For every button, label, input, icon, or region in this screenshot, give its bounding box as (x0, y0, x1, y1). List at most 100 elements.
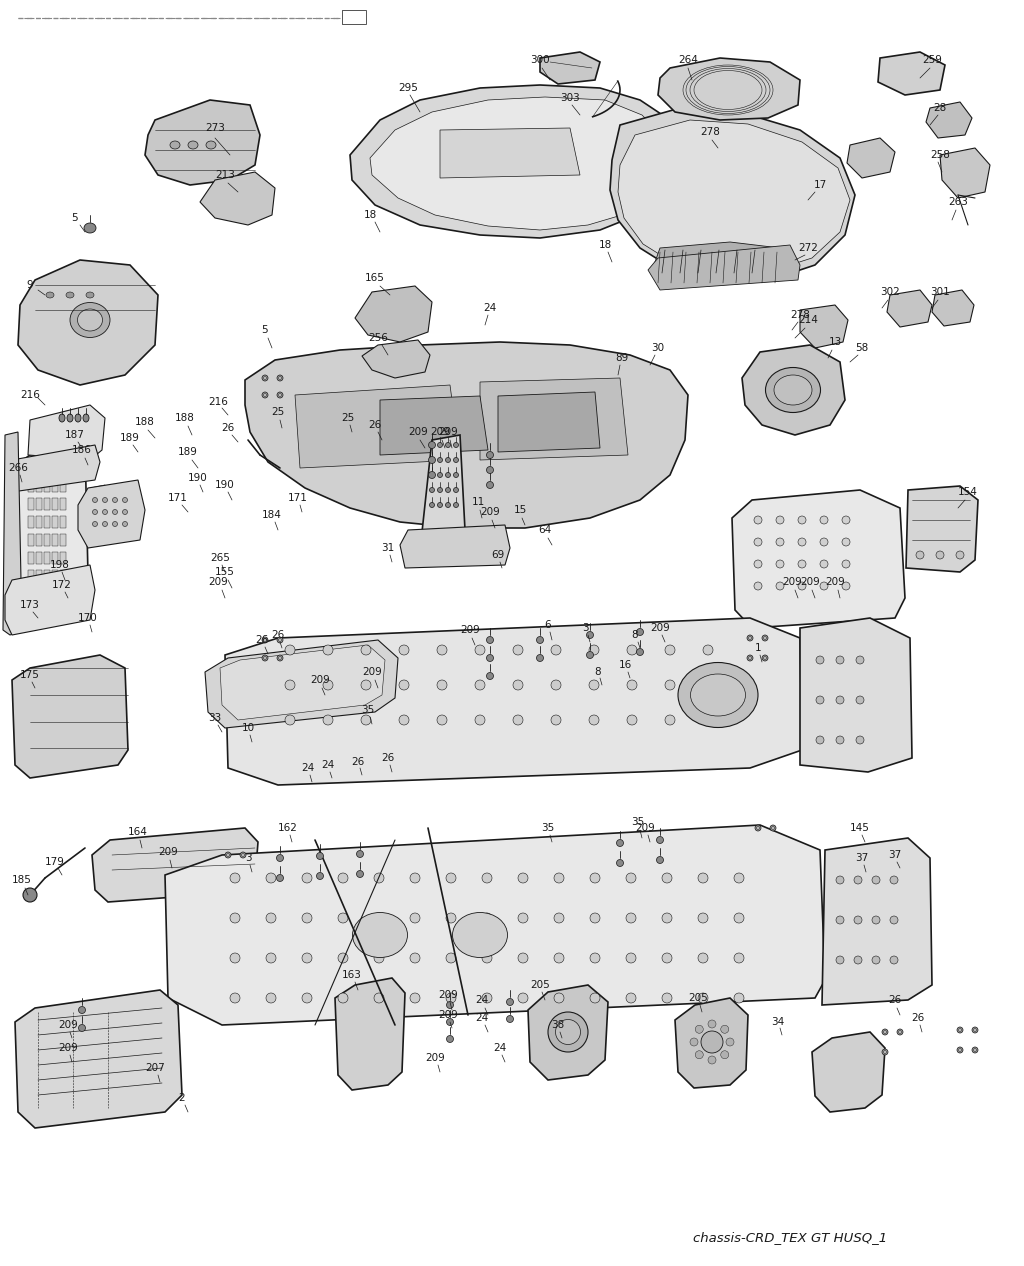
Text: 69: 69 (492, 549, 505, 560)
Ellipse shape (482, 953, 492, 963)
Ellipse shape (627, 715, 637, 725)
Ellipse shape (278, 375, 283, 381)
Ellipse shape (70, 303, 110, 338)
Ellipse shape (206, 141, 216, 149)
Text: 24: 24 (322, 760, 335, 770)
Polygon shape (932, 290, 974, 327)
Text: 155: 155 (215, 567, 234, 577)
Ellipse shape (507, 1015, 513, 1023)
Ellipse shape (338, 913, 348, 923)
Ellipse shape (695, 1025, 703, 1033)
Ellipse shape (507, 999, 513, 1005)
Ellipse shape (399, 680, 409, 690)
Ellipse shape (410, 953, 420, 963)
Ellipse shape (662, 913, 672, 923)
Ellipse shape (551, 715, 561, 725)
Ellipse shape (554, 953, 564, 963)
Ellipse shape (703, 715, 713, 725)
Text: 9: 9 (27, 280, 34, 290)
Text: 209: 209 (460, 625, 480, 636)
Ellipse shape (589, 715, 599, 725)
Polygon shape (12, 655, 128, 779)
Text: 188: 188 (175, 413, 195, 423)
Polygon shape (370, 97, 672, 230)
Ellipse shape (734, 993, 744, 1003)
Ellipse shape (454, 503, 459, 508)
Text: 16: 16 (618, 660, 632, 670)
Text: 24: 24 (301, 763, 314, 774)
Ellipse shape (445, 457, 451, 462)
Ellipse shape (279, 376, 282, 380)
Ellipse shape (78, 309, 102, 330)
Ellipse shape (266, 913, 276, 923)
Ellipse shape (626, 913, 636, 923)
Ellipse shape (882, 1029, 888, 1036)
Text: 190: 190 (188, 473, 208, 484)
Text: 145: 145 (850, 823, 870, 833)
Text: 209: 209 (409, 427, 428, 437)
Ellipse shape (627, 644, 637, 655)
Ellipse shape (734, 874, 744, 882)
Text: 26: 26 (381, 753, 394, 763)
Ellipse shape (454, 457, 459, 462)
Text: 8: 8 (632, 630, 638, 641)
Ellipse shape (854, 917, 862, 924)
Polygon shape (44, 570, 50, 582)
Text: 198: 198 (50, 560, 70, 570)
Polygon shape (675, 998, 748, 1087)
Ellipse shape (836, 876, 844, 884)
Polygon shape (742, 346, 845, 436)
Ellipse shape (262, 637, 268, 643)
Text: 33: 33 (208, 713, 221, 723)
Ellipse shape (721, 1051, 729, 1058)
Ellipse shape (701, 1031, 723, 1053)
Ellipse shape (754, 538, 762, 546)
Text: 3: 3 (245, 853, 251, 863)
Text: 273: 273 (205, 123, 225, 133)
Ellipse shape (374, 913, 384, 923)
Polygon shape (12, 441, 88, 610)
Ellipse shape (678, 662, 758, 728)
Ellipse shape (551, 644, 561, 655)
Text: 186: 186 (72, 446, 92, 454)
Text: 38: 38 (551, 1020, 564, 1031)
Polygon shape (18, 260, 158, 385)
Ellipse shape (428, 442, 435, 448)
Text: 209: 209 (58, 1020, 78, 1031)
Text: 26: 26 (221, 423, 234, 433)
Text: 209: 209 (58, 1043, 78, 1053)
Polygon shape (610, 108, 855, 282)
Ellipse shape (446, 993, 456, 1003)
Text: 175: 175 (20, 670, 40, 680)
Text: 165: 165 (366, 273, 385, 284)
Ellipse shape (338, 874, 348, 882)
Ellipse shape (762, 655, 768, 661)
Ellipse shape (872, 876, 880, 884)
Polygon shape (36, 517, 42, 528)
Ellipse shape (690, 1038, 698, 1046)
Text: 5: 5 (72, 213, 78, 223)
Ellipse shape (170, 141, 180, 149)
Polygon shape (28, 517, 34, 528)
Polygon shape (44, 498, 50, 510)
Ellipse shape (518, 953, 528, 963)
Ellipse shape (285, 644, 295, 655)
Ellipse shape (842, 538, 850, 546)
Ellipse shape (872, 917, 880, 924)
Ellipse shape (770, 825, 776, 830)
Ellipse shape (872, 956, 880, 963)
Ellipse shape (537, 655, 544, 662)
Ellipse shape (262, 375, 268, 381)
Text: 209: 209 (782, 577, 802, 587)
Ellipse shape (399, 715, 409, 725)
Ellipse shape (475, 715, 485, 725)
Polygon shape (28, 462, 34, 473)
Ellipse shape (754, 560, 762, 568)
Ellipse shape (816, 736, 824, 744)
Ellipse shape (798, 560, 806, 568)
Ellipse shape (956, 551, 964, 560)
Polygon shape (28, 570, 34, 582)
Ellipse shape (482, 874, 492, 882)
Text: 302: 302 (880, 287, 900, 298)
Polygon shape (380, 396, 488, 454)
